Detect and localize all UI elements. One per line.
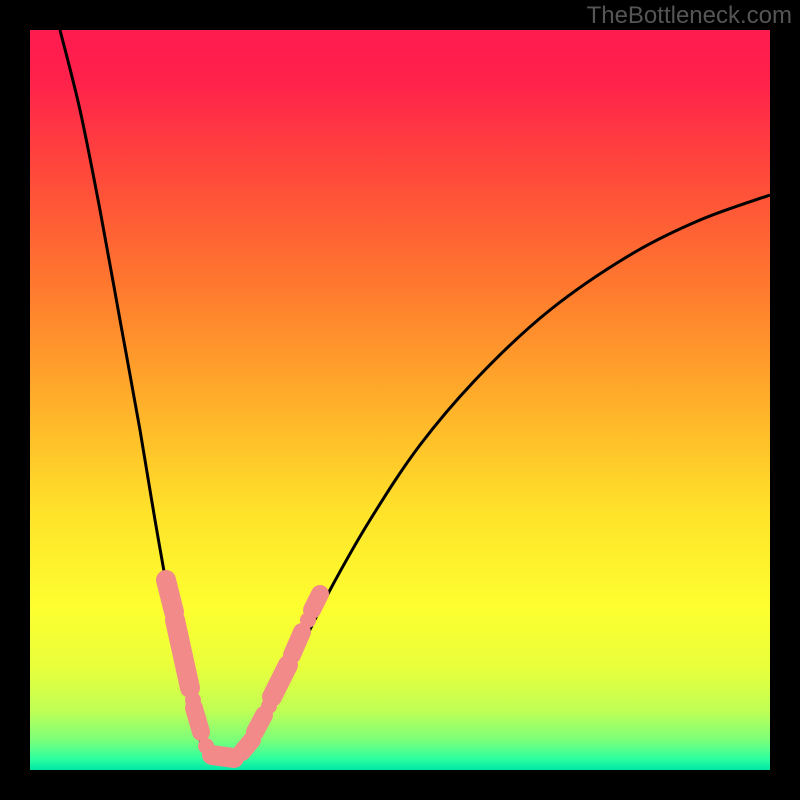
marker-capsule <box>292 632 302 655</box>
marker-capsule <box>166 580 174 612</box>
chart-background-gradient <box>30 30 770 770</box>
watermark-text: TheBottleneck.com <box>587 2 792 30</box>
marker-capsule <box>194 708 201 732</box>
bottleneck-curve-chart <box>0 0 800 800</box>
marker-capsule <box>212 755 234 758</box>
marker-capsule <box>312 594 320 610</box>
marker-capsule <box>242 740 252 752</box>
chart-container: TheBottleneck.com <box>0 0 800 800</box>
marker-capsule <box>255 715 264 732</box>
